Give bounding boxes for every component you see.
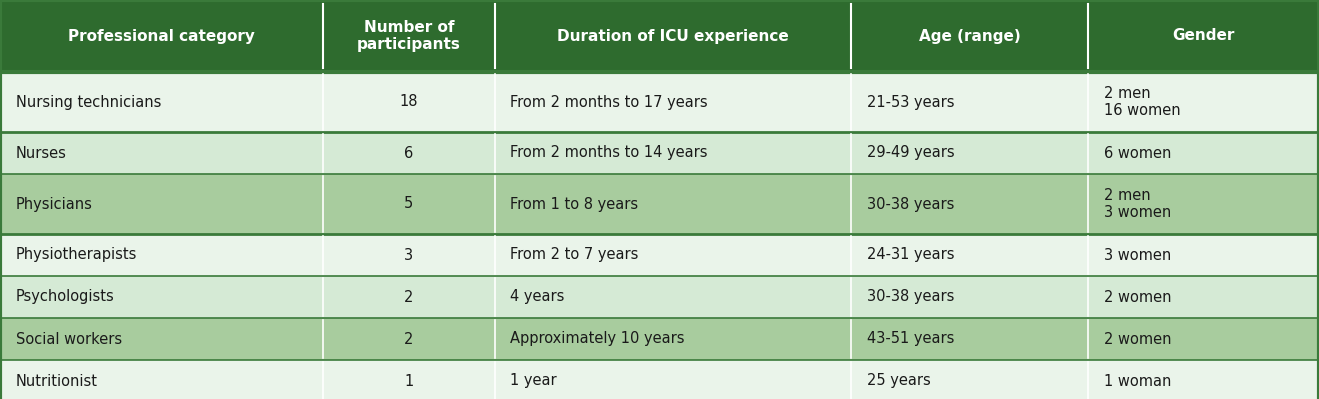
Bar [495, 132, 851, 174]
Bar [0, 0, 323, 72]
Text: Physiotherapists: Physiotherapists [16, 247, 137, 263]
Text: Age (range): Age (range) [918, 28, 1021, 43]
Text: Physicians: Physicians [16, 196, 92, 211]
Bar [323, 72, 495, 132]
Text: 2 women: 2 women [1104, 332, 1171, 346]
Bar [323, 360, 495, 399]
Text: 3: 3 [405, 247, 413, 263]
Bar [0, 276, 323, 318]
Bar [0, 318, 323, 360]
Bar [0, 234, 323, 276]
Bar [1088, 360, 1319, 399]
Bar [851, 132, 1088, 174]
Bar [1088, 0, 1319, 72]
Bar [1088, 72, 1319, 132]
Bar [851, 0, 1088, 72]
Bar [0, 360, 323, 399]
Text: 25 years: 25 years [867, 373, 930, 389]
Bar [1088, 174, 1319, 234]
Bar [323, 318, 495, 360]
Text: 4 years: 4 years [510, 290, 565, 304]
Bar [323, 276, 495, 318]
Bar [495, 318, 851, 360]
Text: 29-49 years: 29-49 years [867, 146, 954, 160]
Bar [0, 72, 323, 132]
Bar [495, 360, 851, 399]
Bar [851, 174, 1088, 234]
Text: 2: 2 [404, 332, 414, 346]
Bar [1088, 318, 1319, 360]
Bar [495, 174, 851, 234]
Bar [1088, 276, 1319, 318]
Text: Duration of ICU experience: Duration of ICU experience [557, 28, 789, 43]
Text: 21-53 years: 21-53 years [867, 95, 954, 109]
Text: Psychologists: Psychologists [16, 290, 115, 304]
Text: 1 year: 1 year [510, 373, 557, 389]
Text: Nursing technicians: Nursing technicians [16, 95, 161, 109]
Text: Approximately 10 years: Approximately 10 years [510, 332, 685, 346]
Text: 1: 1 [404, 373, 414, 389]
Text: 5: 5 [404, 196, 414, 211]
Text: 1 woman: 1 woman [1104, 373, 1171, 389]
Text: From 1 to 8 years: From 1 to 8 years [510, 196, 638, 211]
Bar [0, 132, 323, 174]
Bar [323, 132, 495, 174]
Bar [495, 0, 851, 72]
Bar [495, 276, 851, 318]
Bar [323, 174, 495, 234]
Text: From 2 to 7 years: From 2 to 7 years [510, 247, 638, 263]
Text: From 2 months to 14 years: From 2 months to 14 years [510, 146, 708, 160]
Text: 43-51 years: 43-51 years [867, 332, 954, 346]
Bar [1088, 132, 1319, 174]
Text: 3 women: 3 women [1104, 247, 1171, 263]
Bar [323, 0, 495, 72]
Text: Gender: Gender [1173, 28, 1235, 43]
Text: Nutritionist: Nutritionist [16, 373, 98, 389]
Text: 6 women: 6 women [1104, 146, 1171, 160]
Text: From 2 months to 17 years: From 2 months to 17 years [510, 95, 708, 109]
Bar [851, 276, 1088, 318]
Text: Social workers: Social workers [16, 332, 121, 346]
Text: Professional category: Professional category [69, 28, 255, 43]
Text: 30-38 years: 30-38 years [867, 196, 954, 211]
Bar [851, 72, 1088, 132]
Bar [851, 234, 1088, 276]
Bar [323, 234, 495, 276]
Bar [495, 72, 851, 132]
Bar [851, 360, 1088, 399]
Text: 24-31 years: 24-31 years [867, 247, 954, 263]
Text: 6: 6 [404, 146, 414, 160]
Text: Nurses: Nurses [16, 146, 67, 160]
Text: 2 men
16 women: 2 men 16 women [1104, 86, 1181, 118]
Text: 2 women: 2 women [1104, 290, 1171, 304]
Bar [0, 174, 323, 234]
Bar [1088, 234, 1319, 276]
Bar [851, 318, 1088, 360]
Text: 30-38 years: 30-38 years [867, 290, 954, 304]
Text: 18: 18 [400, 95, 418, 109]
Bar [495, 234, 851, 276]
Text: 2 men
3 women: 2 men 3 women [1104, 188, 1171, 220]
Text: 2: 2 [404, 290, 414, 304]
Text: Number of
participants: Number of participants [357, 20, 460, 52]
